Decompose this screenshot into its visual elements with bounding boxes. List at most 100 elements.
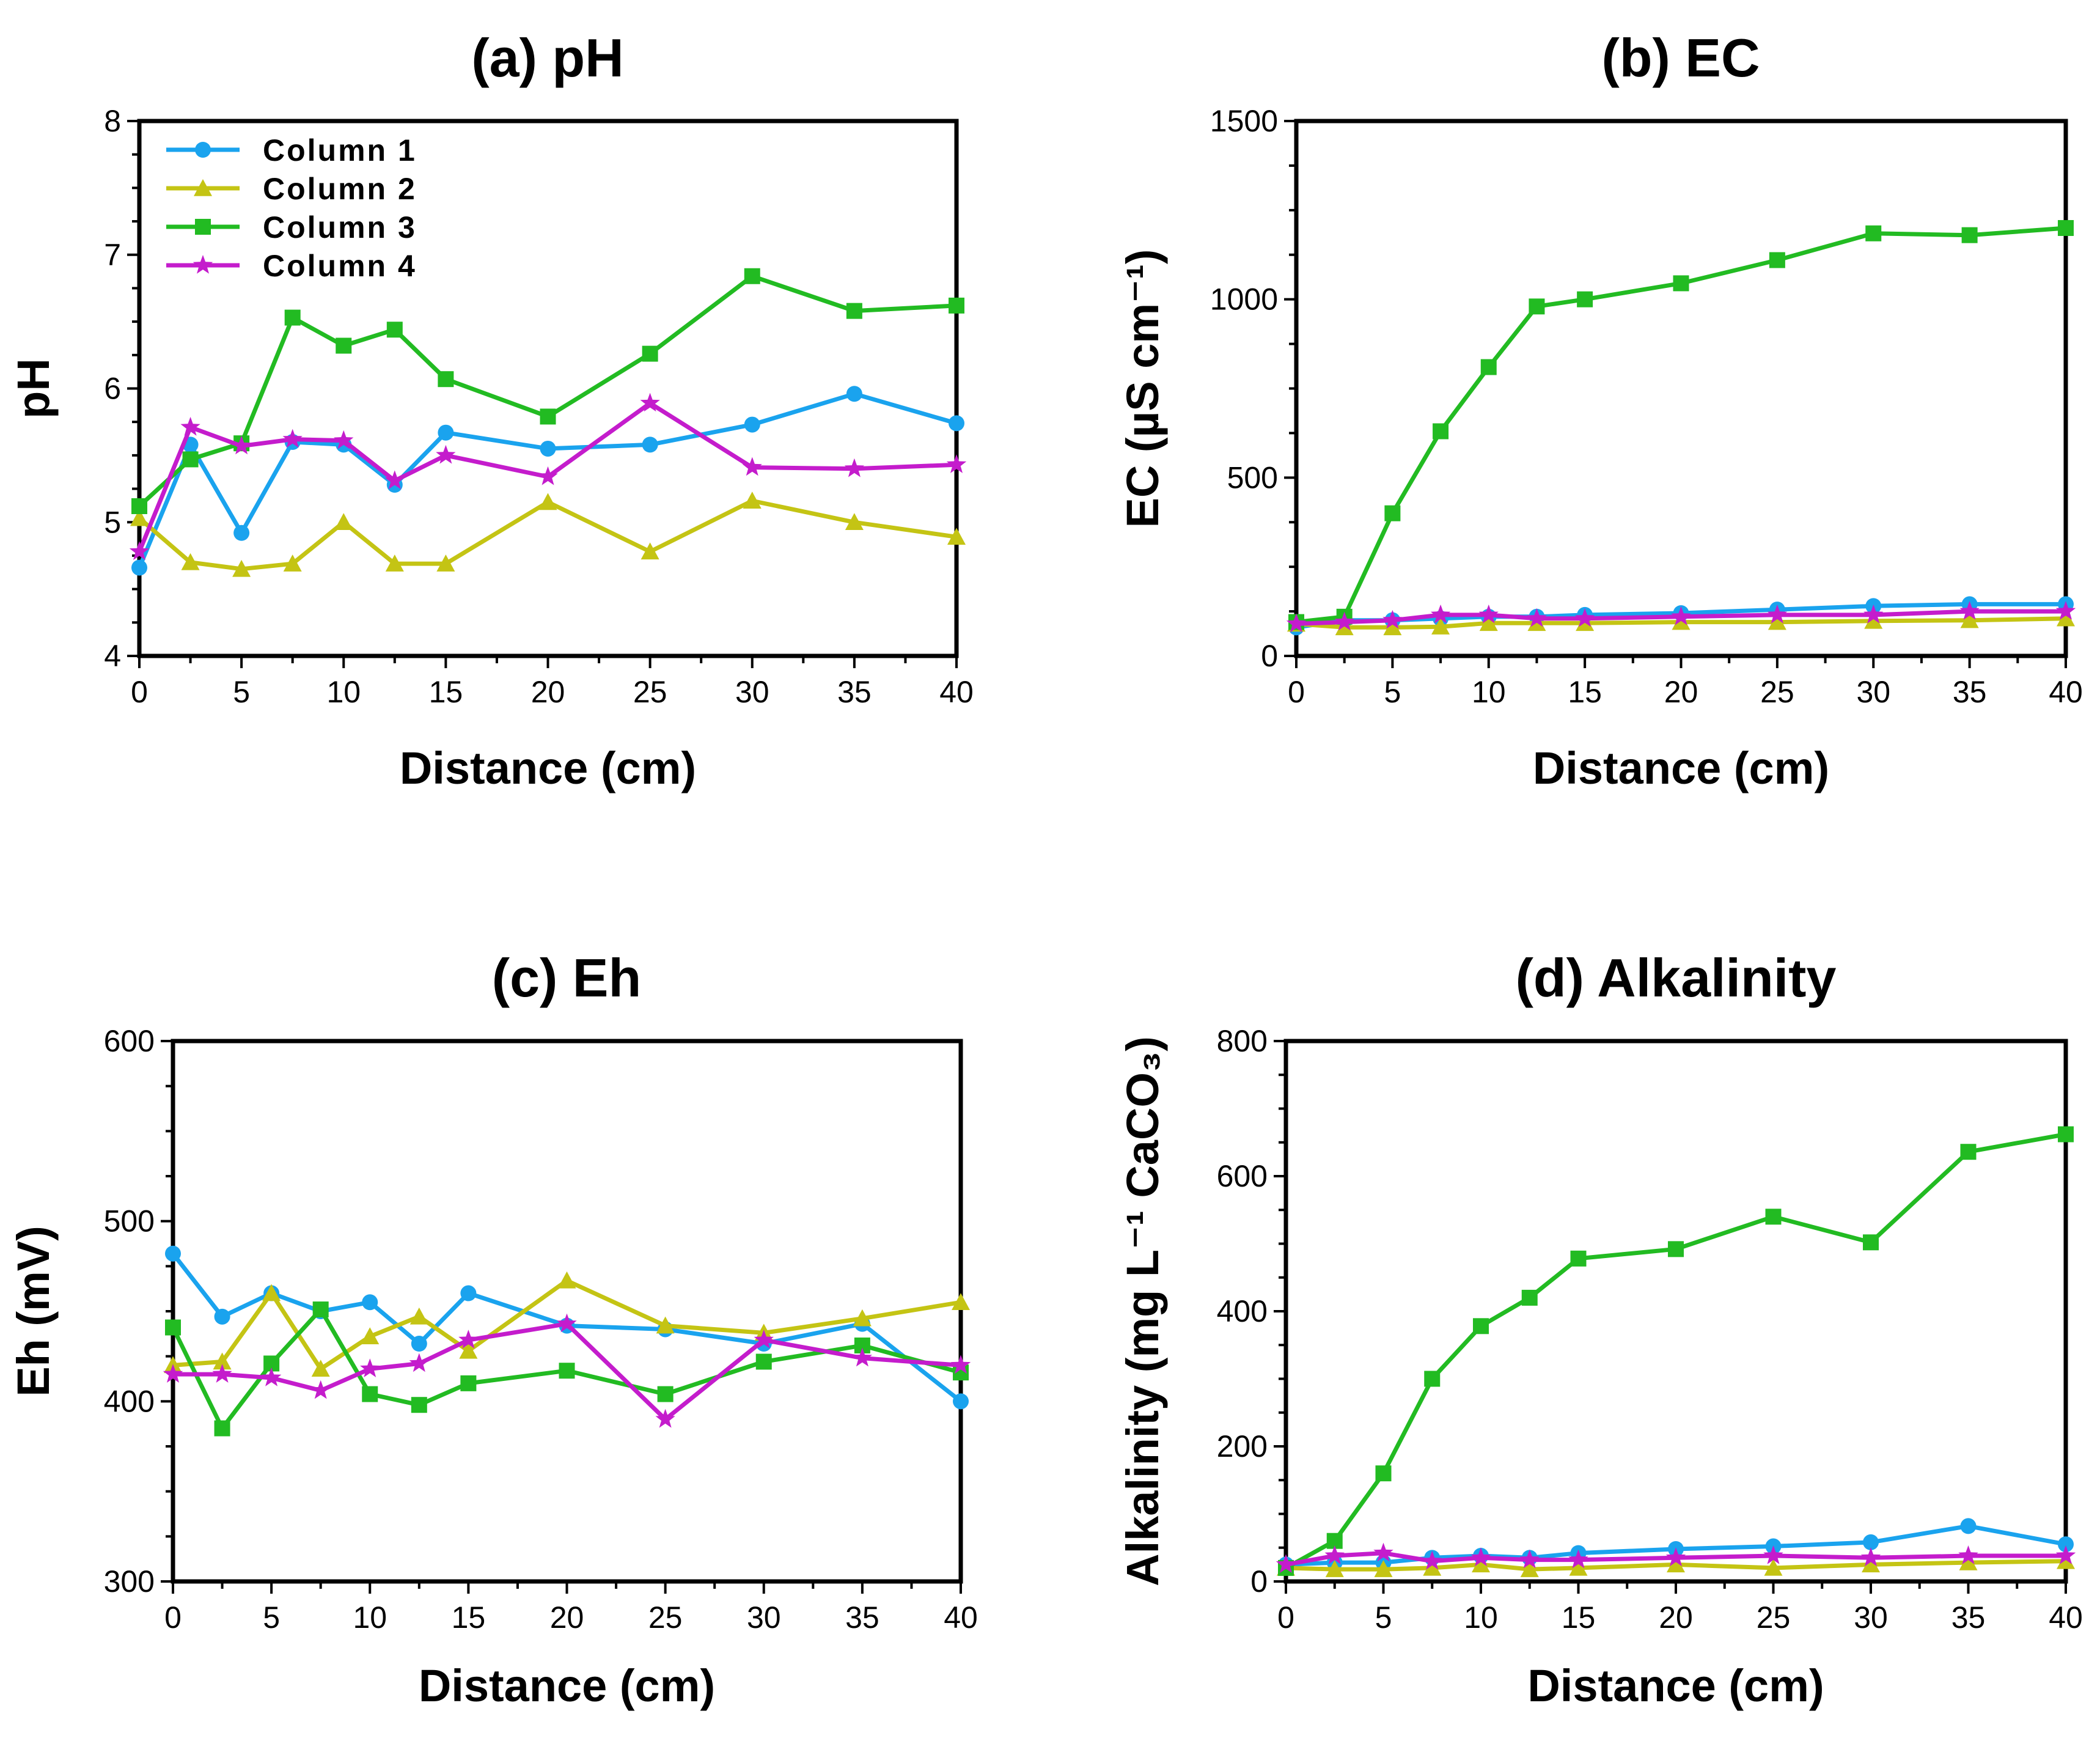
- series-column-2: [130, 491, 966, 577]
- data-point: [213, 1352, 232, 1370]
- data-point: [1764, 1558, 1783, 1576]
- x-tick-label: 20: [1664, 675, 1698, 709]
- data-point: [1763, 1545, 1783, 1564]
- y-tick-label: 1000: [1210, 282, 1278, 317]
- data-point: [1373, 1542, 1393, 1562]
- data-point: [949, 297, 964, 314]
- data-point: [853, 1309, 872, 1327]
- x-tick-label: 25: [1760, 675, 1794, 709]
- x-tick-label: 10: [1464, 1600, 1498, 1635]
- series-column-4: [129, 392, 967, 561]
- data-point: [1529, 298, 1545, 315]
- data-point: [385, 554, 404, 572]
- y-tick-label: 200: [1217, 1429, 1268, 1463]
- data-point: [949, 415, 964, 432]
- data-point: [1527, 608, 1547, 627]
- x-tick-label: 5: [233, 675, 250, 709]
- data-point: [1865, 225, 1882, 241]
- data-point: [1383, 618, 1402, 636]
- series-line: [138, 498, 957, 572]
- data-point: [411, 1336, 427, 1352]
- series-line: [1296, 616, 2066, 630]
- data-point: [130, 509, 149, 526]
- plot-frame: [1283, 1039, 2068, 1584]
- data-point: [409, 1353, 429, 1372]
- legend-marker: [194, 179, 212, 196]
- series-line: [172, 1278, 961, 1371]
- x-tick-label: 20: [1659, 1600, 1693, 1635]
- x-tick-label: 20: [531, 675, 565, 709]
- data-point: [262, 1367, 282, 1386]
- data-point: [1959, 601, 1980, 620]
- series-column-2: [164, 1271, 970, 1377]
- x-tick-label: 35: [837, 675, 872, 709]
- data-point: [1668, 1241, 1684, 1257]
- data-point: [1959, 1553, 1978, 1570]
- data-point: [1478, 604, 1499, 624]
- x-tick-label: 10: [1472, 675, 1506, 709]
- legend-label: Column 4: [263, 249, 417, 283]
- data-point: [1863, 1534, 1879, 1550]
- y-tick-label: 600: [104, 1024, 155, 1058]
- data-point: [641, 542, 659, 560]
- data-point: [1569, 1558, 1588, 1576]
- data-point: [1424, 1371, 1441, 1387]
- legend-label: Column 3: [263, 210, 417, 245]
- data-point: [1521, 1289, 1538, 1306]
- data-point: [233, 525, 250, 541]
- x-tick-label: 0: [131, 675, 148, 709]
- legend-marker: [195, 142, 211, 158]
- data-point: [360, 1358, 380, 1377]
- x-tick-label: 20: [550, 1600, 584, 1635]
- data-point: [1672, 613, 1691, 630]
- data-point: [1862, 1555, 1880, 1573]
- x-tick-label: 0: [1288, 675, 1305, 709]
- data-point: [1577, 291, 1593, 307]
- data-point: [1568, 1549, 1588, 1569]
- series-line: [1285, 1551, 2066, 1567]
- x-tick-label: 5: [1384, 675, 1401, 709]
- data-point: [1286, 613, 1307, 633]
- data-point: [1382, 609, 1403, 629]
- data-point: [846, 303, 862, 319]
- series-column-3: [165, 1301, 969, 1437]
- x-tick-label: 15: [429, 675, 463, 709]
- data-point: [334, 430, 354, 449]
- data-point: [538, 466, 558, 485]
- data-point: [131, 498, 147, 514]
- data-point: [163, 1364, 183, 1383]
- data-point: [1961, 227, 1978, 243]
- data-point: [460, 1285, 477, 1301]
- data-point: [1480, 359, 1497, 375]
- data-point: [1422, 1550, 1442, 1570]
- y-tick-label: 1500: [1210, 104, 1278, 138]
- data-point: [2058, 1126, 2074, 1143]
- y-tick-label: 800: [1217, 1024, 1268, 1058]
- data-point: [1960, 611, 1979, 628]
- data-point: [540, 440, 556, 457]
- x-axis-label: Distance (cm): [400, 743, 696, 793]
- data-point: [310, 1380, 331, 1399]
- data-point: [1324, 1545, 1345, 1564]
- y-tick-label: 500: [104, 1204, 155, 1239]
- data-point: [1863, 1234, 1879, 1251]
- data-point: [2058, 1536, 2074, 1553]
- data-point: [1334, 611, 1354, 631]
- data-point: [657, 1386, 674, 1402]
- data-point: [312, 1301, 329, 1318]
- legend: Column 1 Column 2 Column 3 Column 4: [166, 133, 417, 283]
- series-line: [138, 274, 957, 508]
- series-line: [1296, 609, 2066, 626]
- data-point: [1472, 1555, 1490, 1573]
- x-tick-label: 15: [1562, 1600, 1596, 1635]
- y-axis-label: pH: [8, 358, 59, 419]
- series-column-3: [1278, 1126, 2074, 1576]
- x-tick-label: 40: [2049, 1600, 2083, 1635]
- data-point: [642, 345, 658, 362]
- legend-label: Column 2: [263, 172, 417, 206]
- data-point: [540, 408, 556, 425]
- data-point: [2057, 609, 2075, 627]
- data-point: [336, 337, 352, 354]
- data-point: [334, 513, 353, 530]
